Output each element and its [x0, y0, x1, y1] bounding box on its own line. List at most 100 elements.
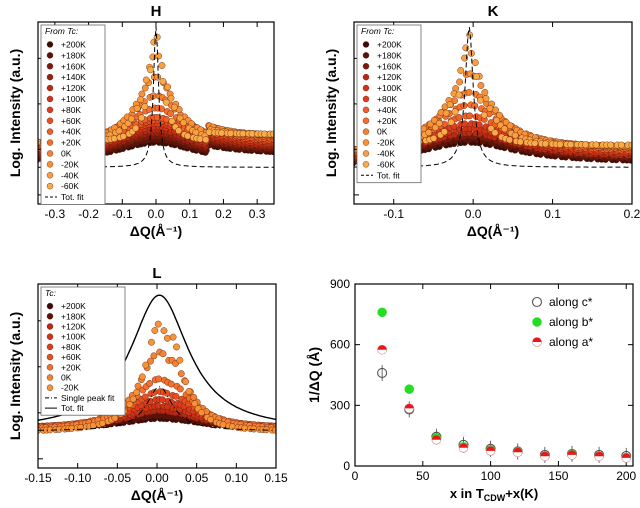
legend-label: +120K — [61, 322, 86, 332]
legend-marker — [46, 117, 54, 124]
legend-label: +20K — [61, 138, 81, 148]
x-tick-label: -0.2 — [78, 207, 99, 221]
data-point — [462, 44, 470, 52]
legend-label: +200K — [61, 39, 86, 49]
legend-marker — [46, 106, 54, 114]
data-point — [149, 53, 157, 61]
legend-label: +200K — [377, 39, 402, 49]
data-point — [173, 343, 180, 351]
legend-marker — [46, 323, 54, 330]
legend-marker — [46, 333, 54, 340]
legend-label: -40K — [377, 148, 395, 158]
legend-fit-label: Tot. fit — [61, 403, 84, 413]
data-point — [250, 425, 258, 433]
plot-frame — [353, 21, 633, 205]
data-point — [218, 129, 225, 137]
legend-fit-label: Tot. fit — [61, 192, 84, 202]
data-point — [155, 375, 163, 383]
data-point — [160, 327, 168, 335]
legend-label: +180K — [61, 311, 86, 321]
legend-marker — [46, 343, 54, 351]
data-point — [227, 129, 235, 137]
data-point-half — [486, 446, 496, 451]
x-axis-label-part: +x(K) — [505, 486, 538, 501]
data-point — [592, 141, 600, 149]
data-point — [129, 395, 137, 403]
data-point — [435, 119, 443, 127]
x-tick-label: -0.15 — [24, 471, 52, 485]
data-point — [556, 140, 564, 148]
legend: From Tc: +200K+180K+160K+140K+120K+100K+8… — [40, 24, 106, 205]
x-tick-label: -0.10 — [64, 471, 92, 485]
x-axis-label-part: x in T — [450, 486, 484, 501]
legend-label: +20K — [377, 116, 397, 126]
data-point — [137, 96, 144, 103]
x-axis-label: ΔQ(Å⁻¹) — [467, 223, 519, 239]
data-point — [451, 108, 459, 116]
x-tick-label: -0.1 — [112, 207, 133, 221]
data-point — [248, 130, 256, 138]
legend-marker — [362, 139, 370, 146]
legend-title: From Tc: — [361, 26, 395, 36]
x-tick-label: 150 — [548, 469, 568, 483]
legend-label: +80K — [61, 342, 81, 352]
data-point — [146, 380, 153, 387]
data-point — [473, 73, 480, 80]
x-tick-label: 50 — [416, 469, 430, 483]
legend-label: -60K — [61, 181, 79, 191]
y-axis-label: Log. Intensity (a.u.) — [7, 49, 23, 177]
data-point — [162, 115, 170, 123]
data-point — [153, 113, 161, 121]
data-point — [138, 114, 145, 122]
tot-fit-line — [354, 27, 632, 168]
data-point — [119, 132, 127, 140]
data-point — [141, 393, 149, 401]
x-tick-label: 0.15 — [264, 471, 288, 485]
data-point — [456, 78, 463, 86]
legend-label: -20K — [377, 138, 395, 148]
legend-marker — [46, 172, 54, 179]
legend-marker — [46, 384, 54, 391]
data-point-half — [567, 450, 577, 455]
data-point — [159, 350, 167, 358]
y-tick-label: 300 — [330, 398, 350, 412]
data-point — [442, 109, 450, 117]
data-point-half — [431, 435, 441, 440]
data-point — [466, 112, 474, 120]
data-point — [219, 421, 227, 428]
data-point — [241, 424, 249, 432]
data-point — [239, 130, 247, 138]
data-point — [148, 338, 155, 346]
data-point — [207, 416, 215, 423]
legend-marker — [46, 95, 54, 103]
data-point — [155, 52, 163, 60]
data-point — [176, 385, 184, 393]
legend-marker — [46, 161, 54, 168]
data-point — [99, 419, 106, 427]
legend-box — [356, 24, 422, 184]
legend-marker — [531, 296, 543, 308]
legend-fit-label: Single peak fit — [61, 393, 115, 403]
single-peak-fit-line — [38, 386, 276, 431]
legend-marker — [46, 313, 54, 320]
data-point — [184, 132, 192, 140]
data-point — [492, 106, 499, 114]
data-point — [476, 96, 484, 104]
data-point — [496, 111, 503, 119]
y-axis-label: Log. Intensity (a.u.) — [7, 312, 23, 440]
legend-marker — [46, 73, 54, 81]
data-point — [167, 94, 175, 102]
data-point — [164, 83, 172, 91]
legend-marker — [362, 52, 370, 59]
legend-marker — [362, 73, 370, 81]
legend-label: +120K — [61, 83, 86, 93]
x-tick-label: 0.1 — [544, 207, 561, 221]
panel-h: -0.3 -0.2 -0.1 0.0 0.1 0.2 0.3 H ΔQ(Å⁻¹) Log. Int… — [7, 3, 275, 239]
panel-title: H — [151, 3, 162, 20]
legend-label: +60K — [61, 116, 81, 126]
legend-label: +40K — [61, 127, 81, 137]
legend-marker — [46, 84, 54, 92]
data-point — [202, 136, 210, 144]
data-point — [110, 135, 118, 143]
